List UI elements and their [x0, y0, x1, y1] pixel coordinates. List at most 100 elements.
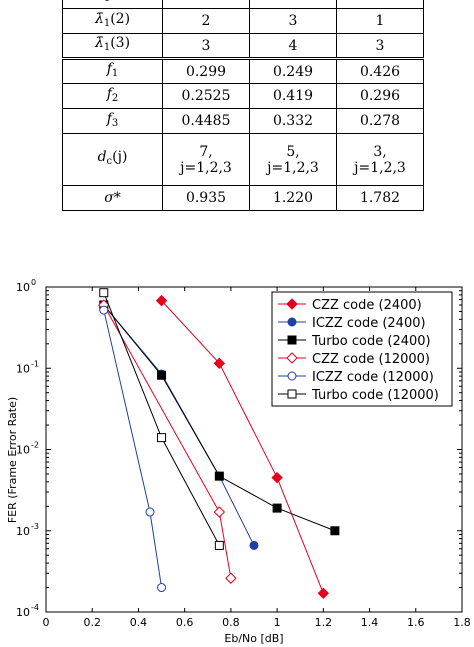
data-point: [99, 288, 109, 298]
series-line: [103, 304, 232, 579]
table-cell-value: 1: [375, 13, 385, 29]
data-point: [287, 317, 297, 327]
y-tick-exponent: -1: [31, 359, 39, 368]
series-group: [155, 294, 330, 599]
table-cell: 4: [249, 33, 337, 59]
data-point: [145, 507, 155, 517]
y-tick-label: 10: [16, 525, 30, 538]
legend-label: CZZ code (12000): [312, 352, 430, 367]
y-tick-label: 10: [16, 281, 30, 294]
row-header-subscript: 1: [111, 68, 119, 79]
legend-label: ICZZ code (2400): [312, 316, 426, 331]
series-line: [103, 304, 255, 546]
row-header: f2: [62, 83, 163, 109]
table-row: dc(j) 7, j=1,2,3 5, j=1,2,3 3, j=1,2,3: [62, 133, 424, 186]
row-header-subscript: 3: [111, 117, 119, 129]
table-cell: 0.419: [249, 83, 337, 109]
table-cell: 0.332: [249, 108, 337, 134]
row-header-symbol: f: [106, 110, 112, 127]
data-point: [213, 357, 226, 370]
data-point: [225, 572, 237, 584]
legend-label: CZZ code (2400): [312, 298, 422, 313]
table-cell: [249, 0, 337, 9]
data-point: [249, 540, 259, 550]
table-cell-value: 4: [288, 37, 298, 54]
table-cell: 2: [162, 8, 250, 34]
data-point: [286, 298, 298, 310]
data-point: [214, 540, 224, 550]
x-tick-label: 0.6: [176, 616, 194, 629]
x-tick-label: 1.6: [407, 616, 425, 629]
table-row: f1 0.299 0.249 0.426: [62, 57, 424, 84]
row-header-subscript: c: [106, 156, 113, 167]
table-cell-value: 0.935: [185, 190, 227, 206]
x-tick-label: 1.8: [453, 616, 471, 629]
table-cell-value: 0.419: [272, 88, 314, 104]
table-row: σ* 0.935 1.220 1.782: [62, 185, 424, 211]
row-header-symbol: f: [106, 61, 112, 77]
row-header: f1: [62, 57, 163, 84]
data-point: [99, 305, 109, 315]
data-point: [272, 503, 282, 513]
y-tick-exponent: -2: [31, 441, 39, 450]
table-cell: [162, 0, 250, 9]
row-header-argument: (3): [110, 35, 131, 51]
table-cell-value-line2: j=1,2,3: [267, 159, 319, 176]
row-header-argument: (2): [110, 10, 131, 27]
table-cell: [336, 0, 424, 9]
table-cell-value: 0.4485: [181, 113, 231, 129]
x-tick-label: 1.4: [361, 616, 379, 629]
y-tick-exponent: -4: [31, 603, 39, 612]
x-tick-label: 0.4: [130, 616, 148, 629]
table-row: λ̄1(1): [62, 0, 424, 9]
table-cell: 3: [336, 33, 424, 59]
table-cell-value: 3,: [373, 143, 387, 160]
table-cell: 0.278: [336, 108, 424, 134]
table-row: λ̄1(2) 2 3 1: [62, 8, 424, 34]
legend-label: ICZZ code (12000): [312, 370, 434, 385]
table-cell: 3, j=1,2,3: [336, 133, 424, 186]
table-cell: 7, j=1,2,3: [162, 133, 250, 186]
x-tick-label: 1: [274, 616, 281, 629]
table-cell-value: 0.2525: [181, 88, 231, 104]
table-cell-value: 2: [201, 13, 211, 29]
table-cell-value: 5,: [286, 143, 300, 160]
x-tick-label: 0: [43, 616, 50, 629]
table-cell: 0.299: [162, 57, 250, 84]
table-cell-value-line2: j=1,2,3: [180, 159, 232, 176]
table-cell-value: 3: [288, 13, 298, 29]
table-cell-value: 7,: [199, 143, 213, 160]
data-point: [214, 471, 224, 481]
table-cell: 0.296: [336, 83, 424, 109]
series-line: [103, 292, 220, 546]
data-point: [157, 583, 167, 593]
row-header-subscript: 1: [103, 42, 111, 53]
series-group: [99, 300, 259, 550]
row-header-subscript: 2: [111, 92, 119, 104]
table-cell-value: 0.278: [359, 113, 401, 129]
table-cell: 3: [249, 8, 337, 34]
table-cell: 0.4485: [162, 108, 250, 134]
table-cell: 0.426: [336, 57, 424, 84]
data-point: [286, 352, 298, 364]
y-tick-label: 10: [16, 606, 30, 619]
series-group: [99, 288, 224, 550]
legend-box: [271, 291, 453, 407]
table-cell: 1.782: [336, 185, 424, 211]
data-point: [213, 506, 226, 518]
y-tick-label: 10: [16, 444, 30, 457]
y-tick-exponent: -3: [31, 522, 39, 531]
row-header: λ̄1(2): [62, 8, 163, 34]
row-header-subscript: 1: [103, 17, 111, 29]
series-line: [103, 309, 163, 588]
parameter-table-body: λ̄1(1)λ̄1(2)231λ̄1(3)343f10.2990.2490.42…: [62, 0, 424, 211]
table-cell-value: 0.299: [185, 63, 227, 80]
table-cell: 5, j=1,2,3: [249, 133, 337, 186]
x-tick-label: 0.2: [83, 616, 101, 629]
row-header-argument: (j): [112, 149, 128, 165]
table-cell: 1.220: [249, 185, 337, 211]
series-group: [99, 305, 167, 593]
table-cell: 3: [162, 33, 250, 59]
